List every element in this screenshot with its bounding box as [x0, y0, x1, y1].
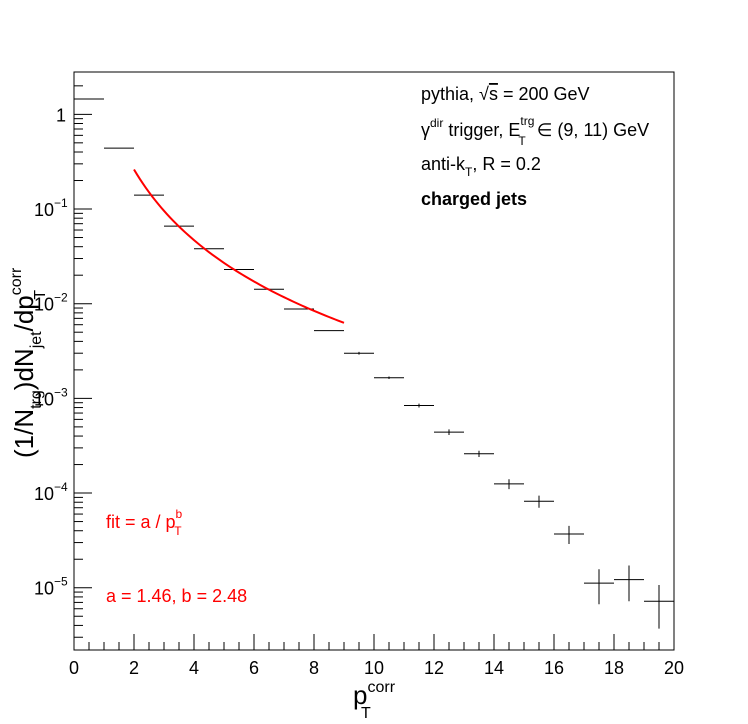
- annotation-algorithm: anti-kT, R = 0.2: [421, 154, 541, 179]
- y-title-s3sub: T: [32, 290, 49, 300]
- fit-formula-sub: T: [174, 524, 182, 538]
- annotation-s: s: [489, 84, 498, 104]
- y-tick-label: 10−2: [34, 291, 68, 315]
- annotation-gamma: γ: [421, 120, 430, 140]
- y-tick-exponent: −5: [54, 575, 68, 589]
- x-tick-label: 10: [364, 658, 384, 678]
- histogram-bin: [584, 569, 614, 605]
- annotation-dir: dir: [430, 116, 443, 130]
- y-tick-exponent: −3: [54, 385, 68, 399]
- y-tick-exponent: −4: [54, 480, 68, 494]
- y-tick-label: 10−5: [34, 575, 68, 599]
- x-tick-label: 12: [424, 658, 444, 678]
- x-tick-label: 4: [189, 658, 199, 678]
- histogram-bin: [344, 351, 374, 355]
- fit-params-label: a = 1.46, b = 2.48: [106, 586, 247, 606]
- annotation-antikt-pre: anti-k: [421, 154, 466, 174]
- annotation-generator-post: = 200 GeV: [498, 84, 590, 104]
- x-axis-title-sub: T: [361, 705, 371, 722]
- histogram-bin: [434, 429, 464, 436]
- annotation-trigger-mid: trigger, E: [443, 120, 520, 140]
- histogram-bin: [614, 565, 644, 602]
- x-tick-label: 2: [129, 658, 139, 678]
- y-tick-label: 10−1: [34, 196, 68, 220]
- histogram-bin: [524, 495, 554, 508]
- histogram-bin: [554, 525, 584, 544]
- y-title-p3: /dp: [9, 295, 39, 331]
- y-tick-base: 10: [34, 579, 54, 599]
- histogram-bin: [494, 479, 524, 490]
- x-tick-label: 16: [544, 658, 564, 678]
- sqrt-sign: √: [479, 84, 489, 104]
- y-title-s3sup: corr: [8, 267, 25, 295]
- x-tick-label: 6: [249, 658, 259, 678]
- y-tick-exponent: −2: [54, 291, 68, 305]
- y-tick-base: 10: [34, 484, 54, 504]
- x-axis-title-sup: corr: [367, 679, 395, 696]
- fit-formula-pre: fit = a / p: [106, 512, 176, 532]
- annotation-generator: pythia, √s = 200 GeV: [421, 84, 590, 104]
- annotation-antikt-T: T: [465, 165, 473, 179]
- y-title-p1: (1/N: [9, 409, 39, 458]
- fit-formula-sup: b: [176, 507, 183, 521]
- x-tick-label: 14: [484, 658, 504, 678]
- x-axis-title-main: p: [353, 680, 367, 710]
- histogram-bin: [464, 450, 494, 458]
- y-tick-base: 10: [34, 200, 54, 220]
- annotation-jet-type: charged jets: [421, 189, 527, 209]
- fit-formula-label: fit = a / pb T: [106, 507, 183, 538]
- y-tick-labels: 110−110−210−310−410−5: [34, 105, 68, 598]
- y-tick-base: 10: [34, 295, 54, 315]
- x-tick-labels: 0 2 4 6 8 10 12 14 16 18 20: [69, 658, 684, 678]
- annotation-T: T: [518, 134, 526, 148]
- annotation-antikt-post: , R = 0.2: [472, 154, 541, 174]
- y-tick-label: 10−4: [34, 480, 68, 504]
- y-tick-base: 10: [34, 389, 54, 409]
- plot-frame: [73, 71, 675, 651]
- annotation-trigger-post: ∈ (9, 11) GeV: [532, 120, 649, 140]
- annotation-trg: trg: [520, 114, 534, 128]
- histogram-bin: [404, 403, 434, 408]
- fit-curve: [133, 168, 345, 324]
- annotation-generator-pre: pythia,: [421, 84, 479, 104]
- histogram-bin: [374, 376, 404, 380]
- y-tick-label: 10−3: [34, 385, 68, 409]
- y-axis-title: (1/Ntrg)dNjet/dpcorr T: [8, 267, 49, 458]
- x-tick-label: 0: [69, 658, 79, 678]
- x-tick-label: 8: [309, 658, 319, 678]
- y-tick-exponent: −1: [54, 196, 68, 210]
- axis-ticks: [73, 85, 675, 650]
- y-title-p2: )dN: [9, 348, 39, 390]
- histogram-bin: [644, 584, 674, 629]
- x-axis-title: pcorr T: [353, 679, 396, 722]
- y-tick-label: 1: [56, 105, 66, 125]
- x-tick-label: 20: [664, 658, 684, 678]
- annotation-trigger: γdir trigger, Etrg T ∈ (9, 11) GeV: [421, 114, 649, 148]
- y-title-s1: trg: [28, 390, 45, 409]
- x-tick-label: 18: [604, 658, 624, 678]
- y-title-s2: jet: [28, 331, 45, 349]
- histogram-series: [74, 98, 674, 629]
